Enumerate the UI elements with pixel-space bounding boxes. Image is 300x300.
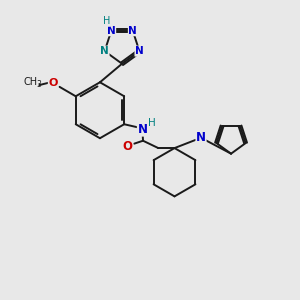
Text: N: N (196, 131, 206, 144)
Text: O: O (123, 140, 133, 152)
Text: N: N (137, 123, 147, 136)
Text: N: N (107, 26, 116, 36)
Text: H: H (148, 118, 156, 128)
Text: N: N (135, 46, 144, 56)
Text: N: N (128, 26, 137, 36)
Text: N: N (100, 46, 109, 56)
Text: O: O (48, 78, 58, 88)
Text: H: H (103, 16, 110, 26)
Text: 3: 3 (37, 80, 41, 89)
Text: CH: CH (24, 76, 38, 86)
